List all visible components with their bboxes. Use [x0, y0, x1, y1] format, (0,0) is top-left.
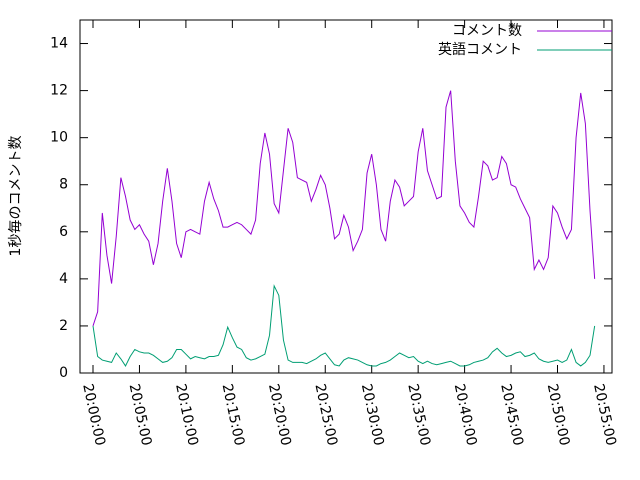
- y-tick-label: 8: [59, 177, 68, 193]
- y-tick-label: 12: [50, 83, 68, 99]
- legend-label: コメント数: [452, 23, 522, 39]
- y-tick-label: 10: [50, 130, 68, 146]
- y-tick-label: 4: [59, 271, 68, 287]
- plot-border: [79, 19, 613, 374]
- y-axis-label: 1秒毎のコメント数: [8, 136, 24, 257]
- y-tick-label: 14: [50, 36, 68, 52]
- y-tick-label: 2: [59, 318, 68, 334]
- y-tick-label: 6: [59, 224, 68, 240]
- y-tick-label: 0: [59, 365, 68, 381]
- series-line: [92, 284, 596, 367]
- series-line: [92, 90, 596, 327]
- legend-label: 英語コメント: [438, 41, 522, 58]
